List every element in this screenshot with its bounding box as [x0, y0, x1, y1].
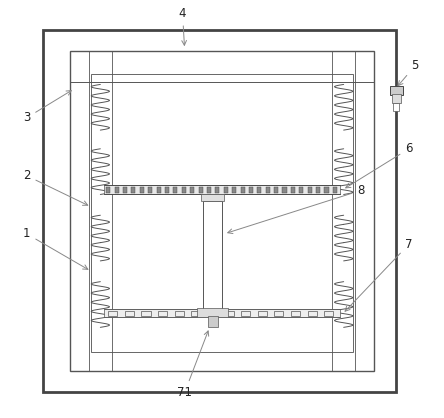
Bar: [44, 31, 396, 392]
Bar: [165, 186, 169, 193]
Bar: [207, 186, 211, 193]
Bar: [274, 186, 278, 193]
Bar: [123, 186, 127, 193]
Bar: [208, 316, 218, 327]
Bar: [232, 186, 236, 193]
Bar: [207, 186, 211, 193]
Text: 4: 4: [179, 8, 186, 45]
Bar: [308, 311, 317, 316]
Bar: [157, 186, 161, 193]
Bar: [282, 186, 287, 193]
Bar: [197, 308, 228, 317]
Bar: [325, 186, 329, 193]
Bar: [191, 311, 200, 316]
Bar: [316, 186, 320, 193]
Bar: [71, 51, 373, 371]
Bar: [131, 186, 135, 193]
Bar: [299, 186, 303, 193]
Text: 71: 71: [177, 331, 209, 399]
Bar: [299, 186, 303, 193]
Bar: [174, 311, 184, 316]
Bar: [158, 311, 167, 316]
Bar: [190, 186, 194, 193]
Bar: [103, 309, 341, 317]
Bar: [190, 186, 194, 193]
Bar: [173, 186, 178, 193]
Bar: [201, 194, 224, 201]
Bar: [241, 311, 250, 316]
Bar: [157, 186, 161, 193]
Text: 8: 8: [228, 184, 365, 234]
Bar: [182, 186, 186, 193]
Bar: [131, 186, 135, 193]
Bar: [123, 186, 127, 193]
Bar: [333, 186, 337, 193]
Bar: [241, 186, 245, 193]
Bar: [140, 186, 144, 193]
Bar: [257, 186, 262, 193]
Bar: [316, 186, 320, 193]
Bar: [148, 186, 152, 193]
Bar: [125, 311, 134, 316]
Bar: [203, 201, 222, 311]
Bar: [115, 186, 119, 193]
Bar: [106, 186, 110, 193]
Bar: [224, 186, 228, 193]
Bar: [291, 186, 295, 193]
Bar: [115, 186, 119, 193]
Bar: [224, 186, 228, 193]
Bar: [390, 86, 403, 95]
Bar: [333, 186, 337, 193]
Bar: [108, 311, 117, 316]
Text: 7: 7: [345, 238, 412, 311]
Text: 6: 6: [346, 142, 412, 188]
Bar: [241, 186, 245, 193]
Text: 2: 2: [23, 169, 88, 205]
Bar: [106, 186, 110, 193]
Bar: [308, 186, 312, 193]
Bar: [324, 311, 333, 316]
Bar: [198, 186, 202, 193]
Bar: [148, 186, 152, 193]
Bar: [291, 186, 295, 193]
Bar: [392, 94, 400, 103]
Bar: [325, 186, 329, 193]
Bar: [291, 311, 300, 316]
Bar: [173, 186, 178, 193]
Bar: [249, 186, 253, 193]
Bar: [308, 186, 312, 193]
Bar: [282, 186, 287, 193]
Bar: [274, 311, 283, 316]
Bar: [103, 185, 341, 194]
Bar: [140, 186, 144, 193]
Bar: [274, 186, 278, 193]
Bar: [208, 311, 217, 316]
Bar: [393, 103, 399, 111]
Bar: [165, 186, 169, 193]
Bar: [182, 186, 186, 193]
Text: 3: 3: [23, 91, 71, 124]
Bar: [266, 186, 270, 193]
Text: 1: 1: [23, 227, 88, 269]
Bar: [142, 311, 151, 316]
Bar: [215, 186, 219, 193]
Bar: [258, 311, 267, 316]
Bar: [232, 186, 236, 193]
Text: 5: 5: [398, 59, 419, 86]
Bar: [225, 311, 234, 316]
Bar: [91, 74, 353, 352]
Bar: [198, 186, 202, 193]
Bar: [266, 186, 270, 193]
Bar: [215, 186, 219, 193]
Bar: [257, 186, 262, 193]
Bar: [249, 186, 253, 193]
